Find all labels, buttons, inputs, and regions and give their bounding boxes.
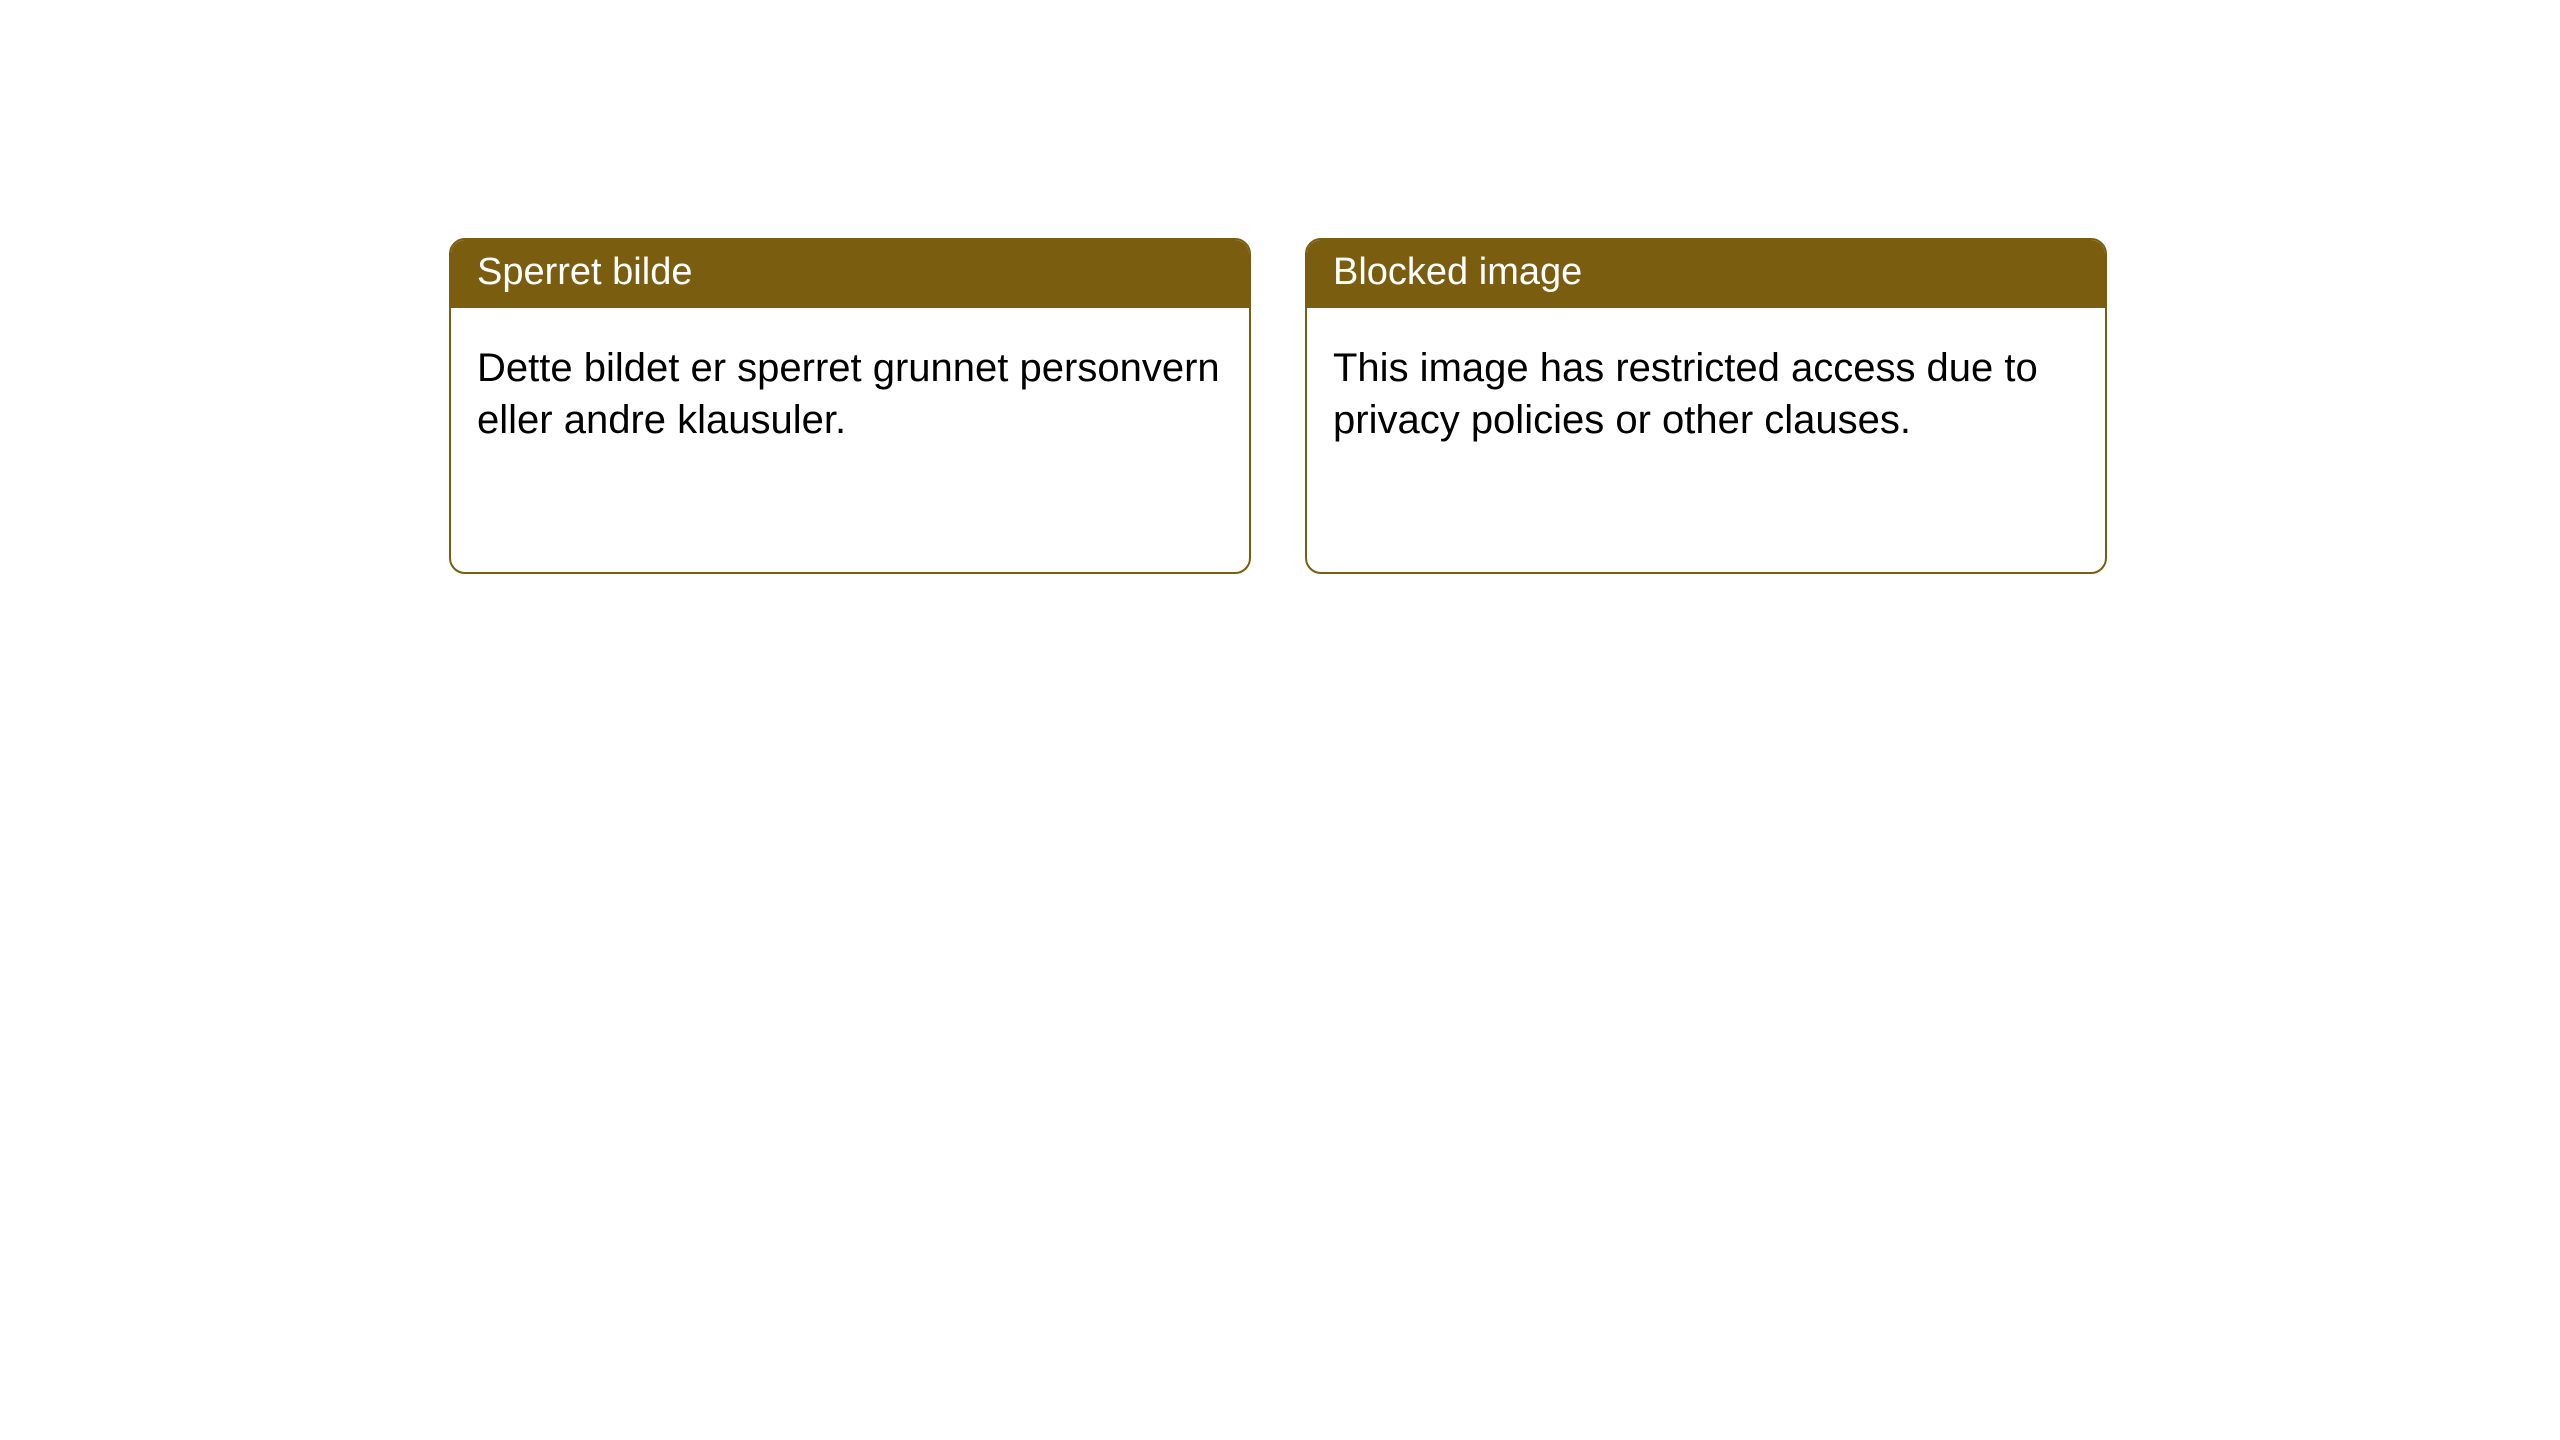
notice-card-title: Blocked image: [1307, 240, 2105, 308]
notice-card-title: Sperret bilde: [451, 240, 1249, 308]
notice-card-norwegian: Sperret bilde Dette bildet er sperret gr…: [449, 238, 1251, 574]
notice-card-english: Blocked image This image has restricted …: [1305, 238, 2107, 574]
notice-card-body: This image has restricted access due to …: [1307, 308, 2105, 480]
notice-card-body: Dette bildet er sperret grunnet personve…: [451, 308, 1249, 480]
notice-cards-container: Sperret bilde Dette bildet er sperret gr…: [449, 238, 2560, 574]
